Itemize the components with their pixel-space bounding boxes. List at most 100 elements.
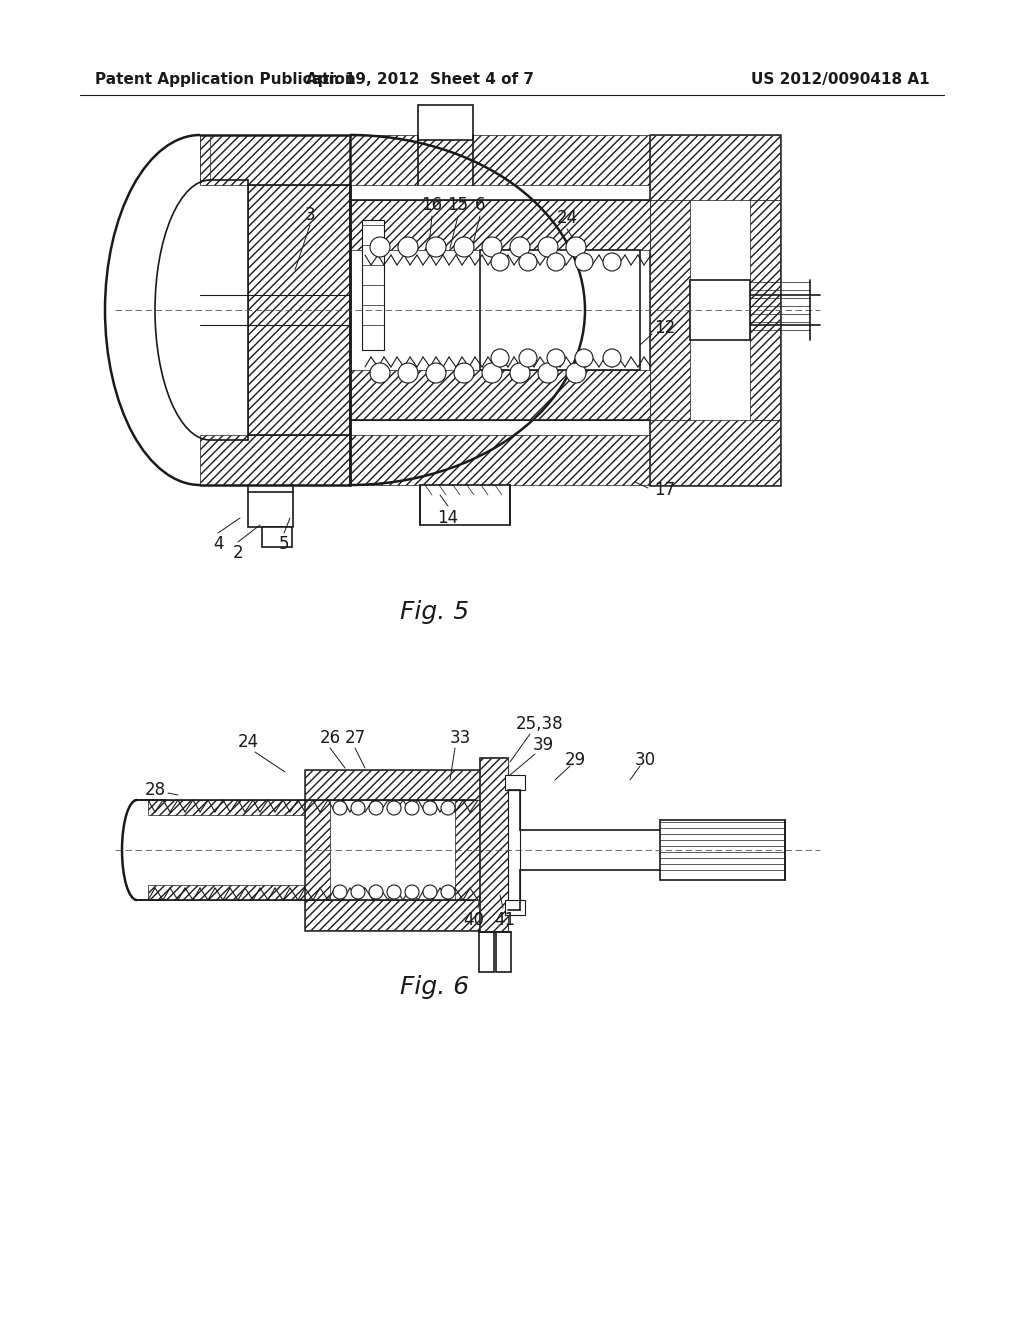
Text: 24: 24 <box>238 733 259 751</box>
Circle shape <box>603 253 621 271</box>
Bar <box>690 280 750 341</box>
Text: Apr. 19, 2012  Sheet 4 of 7: Apr. 19, 2012 Sheet 4 of 7 <box>306 73 534 87</box>
Text: 40: 40 <box>464 911 484 929</box>
Circle shape <box>406 884 419 899</box>
Polygon shape <box>455 800 480 900</box>
Text: 2: 2 <box>232 544 244 562</box>
Text: 5: 5 <box>279 535 289 553</box>
Circle shape <box>423 884 437 899</box>
Text: 16: 16 <box>422 195 442 214</box>
Circle shape <box>519 253 537 271</box>
Text: Fig. 6: Fig. 6 <box>400 975 470 999</box>
Bar <box>479 932 494 972</box>
Bar <box>362 220 384 350</box>
Polygon shape <box>650 201 690 420</box>
Circle shape <box>387 884 401 899</box>
Circle shape <box>566 238 586 257</box>
Bar <box>420 484 510 525</box>
Circle shape <box>482 363 502 383</box>
Text: Patent Application Publication: Patent Application Publication <box>95 73 355 87</box>
Text: 12: 12 <box>654 319 676 337</box>
Circle shape <box>547 253 565 271</box>
Bar <box>262 527 292 546</box>
Circle shape <box>369 801 383 814</box>
Circle shape <box>426 238 446 257</box>
Circle shape <box>333 884 347 899</box>
Text: 39: 39 <box>532 737 554 754</box>
Polygon shape <box>350 201 650 249</box>
Polygon shape <box>305 900 480 931</box>
Bar <box>480 758 508 932</box>
Circle shape <box>519 348 537 367</box>
Circle shape <box>398 238 418 257</box>
Circle shape <box>333 801 347 814</box>
Text: US 2012/0090418 A1: US 2012/0090418 A1 <box>752 73 930 87</box>
Bar <box>505 775 525 789</box>
Bar <box>660 820 785 880</box>
Polygon shape <box>650 135 780 201</box>
Text: 24: 24 <box>556 209 578 227</box>
Circle shape <box>510 363 530 383</box>
Circle shape <box>370 238 390 257</box>
Circle shape <box>370 363 390 383</box>
Bar <box>505 900 525 915</box>
Text: 28: 28 <box>144 781 166 799</box>
Circle shape <box>369 884 383 899</box>
Text: 27: 27 <box>344 729 366 747</box>
Polygon shape <box>148 884 478 900</box>
Bar <box>508 789 520 909</box>
Circle shape <box>547 348 565 367</box>
Text: 17: 17 <box>654 480 676 499</box>
Bar <box>418 106 473 140</box>
Polygon shape <box>350 135 650 185</box>
Polygon shape <box>305 800 330 900</box>
Circle shape <box>538 238 558 257</box>
Polygon shape <box>148 800 478 814</box>
Circle shape <box>426 363 446 383</box>
Bar <box>496 932 511 972</box>
Circle shape <box>454 363 474 383</box>
Text: 30: 30 <box>635 751 655 770</box>
Polygon shape <box>480 758 508 932</box>
Circle shape <box>387 801 401 814</box>
Bar <box>650 135 780 484</box>
Circle shape <box>423 801 437 814</box>
Polygon shape <box>750 201 780 420</box>
Circle shape <box>441 884 455 899</box>
Text: 15: 15 <box>447 195 469 214</box>
Circle shape <box>603 348 621 367</box>
Text: 26: 26 <box>319 729 341 747</box>
Circle shape <box>490 253 509 271</box>
Text: 4: 4 <box>213 535 223 553</box>
Circle shape <box>538 363 558 383</box>
Text: 25,38: 25,38 <box>516 715 564 733</box>
Polygon shape <box>248 185 350 436</box>
Text: 33: 33 <box>450 729 471 747</box>
Polygon shape <box>200 436 350 484</box>
Bar <box>350 380 650 420</box>
Circle shape <box>441 801 455 814</box>
Circle shape <box>575 348 593 367</box>
Text: 3: 3 <box>305 206 315 224</box>
Circle shape <box>398 363 418 383</box>
Bar <box>305 770 480 931</box>
Text: 29: 29 <box>564 751 586 770</box>
Text: Fig. 5: Fig. 5 <box>400 601 470 624</box>
Text: 41: 41 <box>495 911 515 929</box>
Circle shape <box>406 801 419 814</box>
Polygon shape <box>200 135 350 185</box>
Bar <box>480 249 640 370</box>
Polygon shape <box>200 135 210 180</box>
Circle shape <box>510 238 530 257</box>
Polygon shape <box>350 436 650 484</box>
Circle shape <box>566 363 586 383</box>
Circle shape <box>351 801 365 814</box>
Bar <box>350 201 650 240</box>
Circle shape <box>454 238 474 257</box>
Circle shape <box>351 884 365 899</box>
Polygon shape <box>305 770 480 800</box>
Polygon shape <box>650 420 780 484</box>
Polygon shape <box>350 370 650 420</box>
Circle shape <box>482 238 502 257</box>
Text: 6: 6 <box>475 195 485 214</box>
